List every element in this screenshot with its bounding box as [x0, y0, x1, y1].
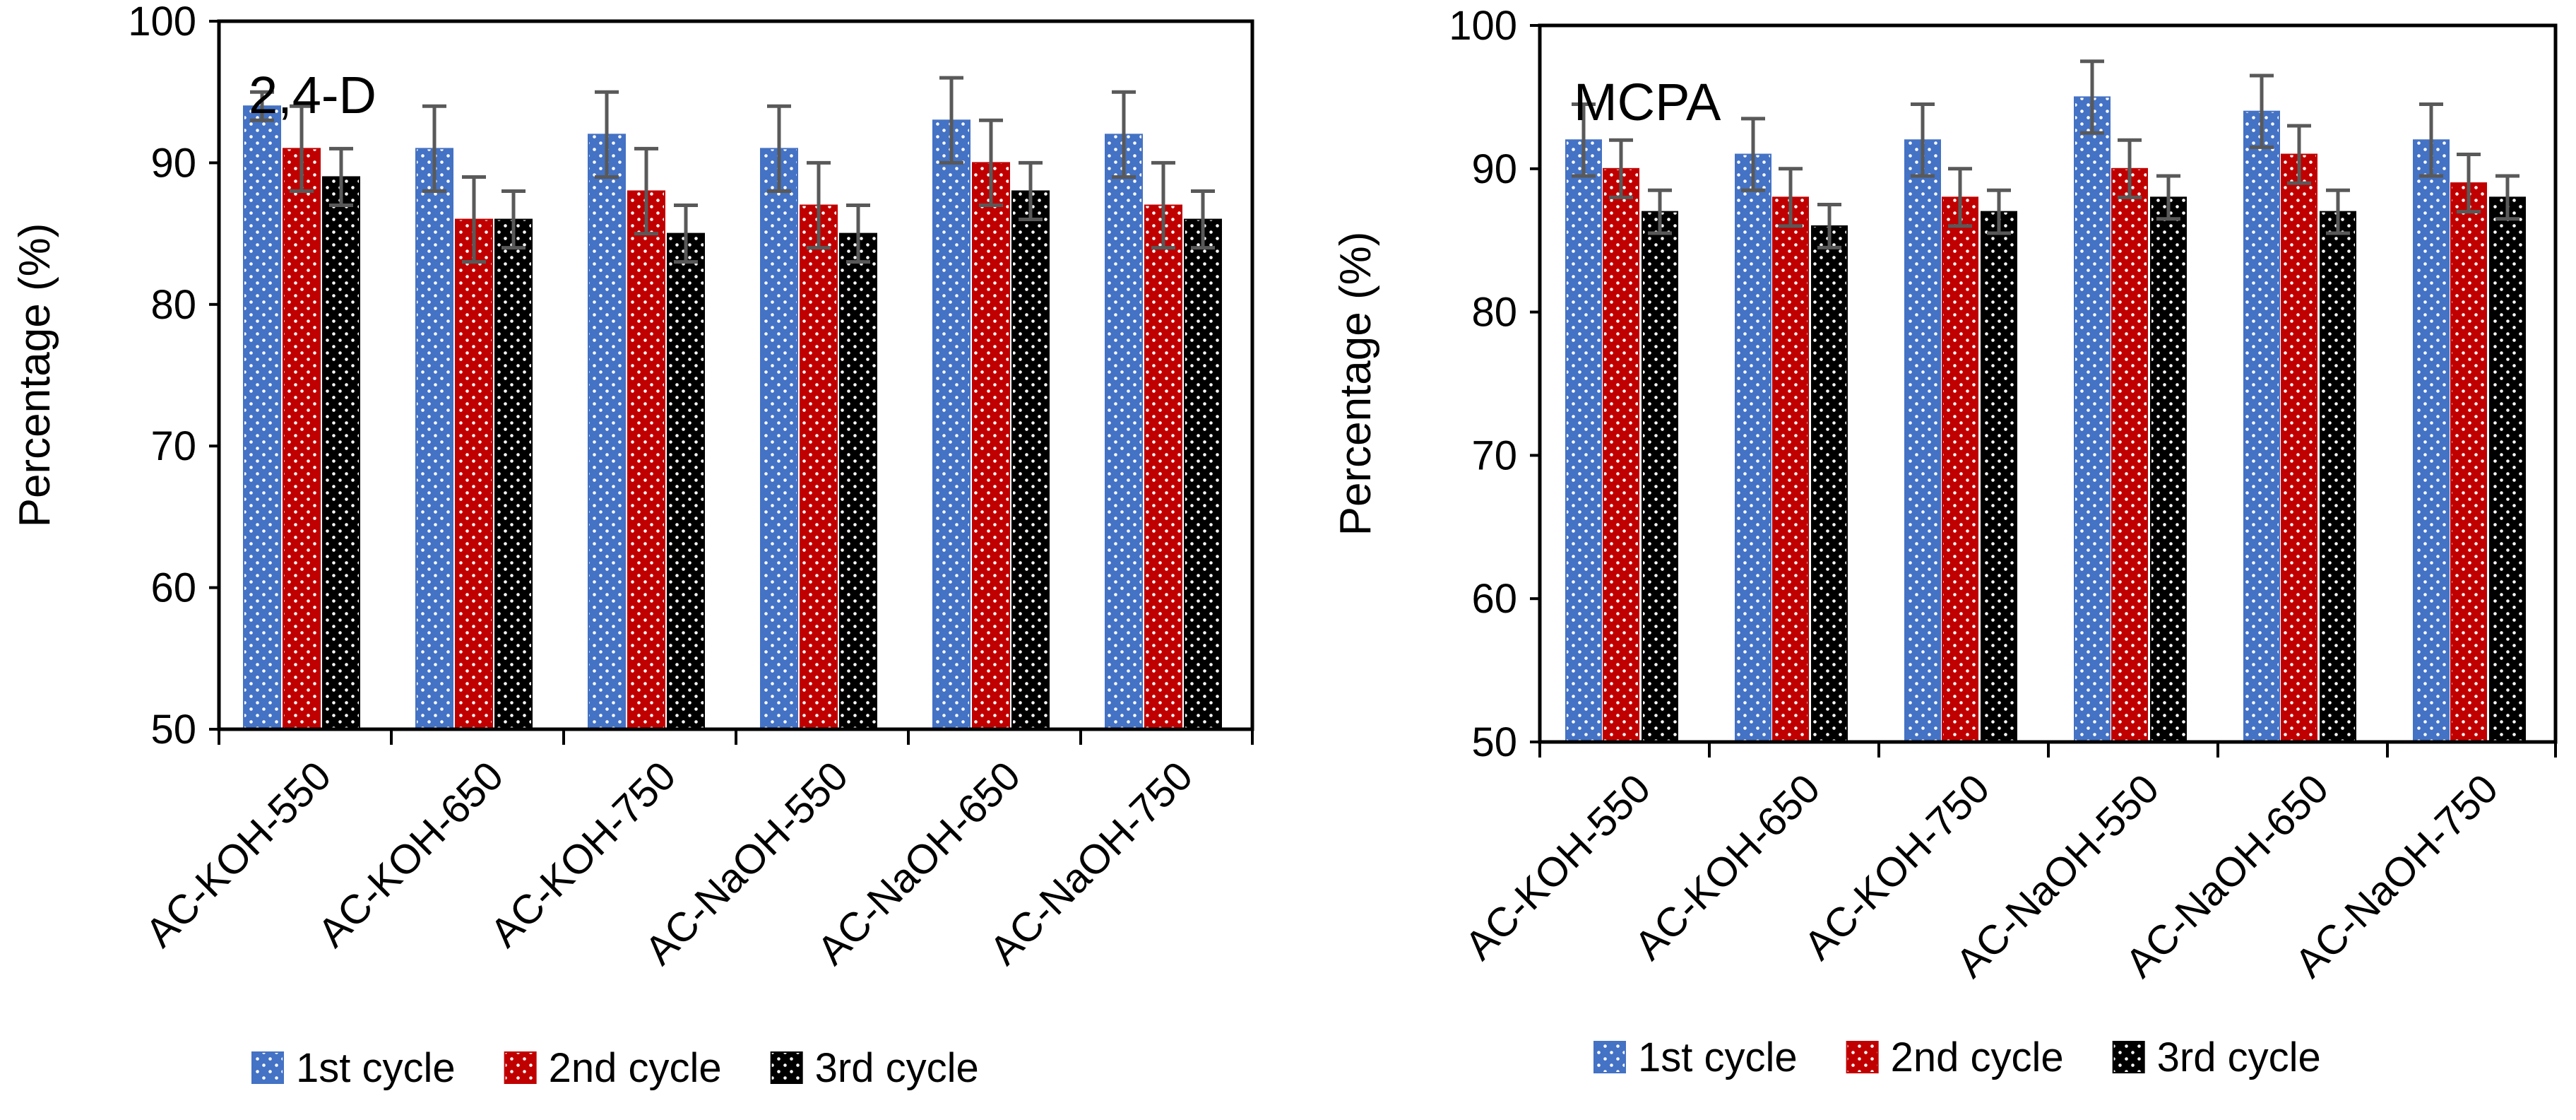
- legend-label: 2nd cycle: [549, 1045, 722, 1091]
- bar-1st-cycle-AC-KOH-550: [1565, 139, 1602, 743]
- bar-1st-cycle-AC-KOH-750: [588, 134, 626, 730]
- y-tick-label: 50: [150, 707, 196, 753]
- bar-2nd-cycle-AC-NaOH-750: [1144, 204, 1182, 730]
- y-tick-label: 100: [1449, 3, 1517, 49]
- bar-3rd-cycle-AC-KOH-550: [1642, 211, 1678, 743]
- y-axis-label: Percentage (%): [11, 223, 59, 528]
- bar-1st-cycle-AC-KOH-650: [415, 148, 453, 731]
- bar-3rd-cycle-AC-KOH-750: [667, 232, 705, 731]
- bar-3rd-cycle-AC-KOH-650: [494, 218, 533, 730]
- y-tick-label: 70: [1471, 432, 1517, 478]
- bar-1st-cycle-AC-NaOH-650: [932, 119, 971, 730]
- y-tick-label: 90: [1471, 146, 1517, 192]
- legend-label: 1st cycle: [296, 1045, 456, 1091]
- bar-1st-cycle-AC-KOH-750: [1904, 139, 1941, 743]
- bar-3rd-cycle-AC-NaOH-650: [2320, 211, 2356, 743]
- bar-2nd-cycle-AC-NaOH-650: [2281, 153, 2317, 743]
- bar-2nd-cycle-AC-NaOH-750: [2450, 182, 2487, 743]
- bar-2nd-cycle-AC-KOH-650: [455, 218, 493, 730]
- x-tick-label-AC-KOH-550: AC-KOH-550: [137, 753, 340, 956]
- y-tick-label: 100: [128, 0, 196, 45]
- legend: 1st cycle 2nd cycle 3rd cycle: [251, 1045, 979, 1091]
- legend-swatch: [1593, 1041, 1626, 1073]
- legend-swatch: [251, 1051, 284, 1084]
- bar-3rd-cycle-AC-NaOH-650: [1011, 190, 1050, 731]
- legend: 1st cycle 2nd cycle 3rd cycle: [1593, 1034, 2321, 1080]
- bar-3rd-cycle-AC-NaOH-550: [839, 232, 877, 731]
- bar-1st-cycle-AC-NaOH-650: [2243, 110, 2280, 743]
- bar-2nd-cycle-AC-KOH-750: [1942, 196, 1978, 743]
- bar-3rd-cycle-AC-KOH-750: [1981, 211, 2017, 743]
- chart-title: 2,4-D: [249, 66, 376, 124]
- chart-title: MCPA: [1574, 73, 1721, 131]
- plot-frame: [217, 19, 1254, 731]
- chart-2: 5060708090100AC-KOH-550AC-KOH-650AC-KOH-…: [1331, 3, 2558, 1080]
- chart-1: 5060708090100AC-KOH-550AC-KOH-650AC-KOH-…: [11, 0, 1254, 1091]
- y-axis-label: Percentage (%): [1331, 232, 1380, 536]
- x-tick-label-AC-KOH-650: AC-KOH-650: [309, 753, 513, 956]
- y-tick-label: 70: [150, 423, 196, 469]
- legend-swatch: [2112, 1041, 2145, 1073]
- bar-1st-cycle-AC-NaOH-550: [2074, 96, 2111, 743]
- bar-3rd-cycle-AC-NaOH-750: [2489, 196, 2526, 743]
- legend-label: 3rd cycle: [2157, 1034, 2321, 1080]
- bar-1st-cycle-AC-NaOH-750: [2413, 139, 2450, 743]
- bar-3rd-cycle-AC-NaOH-550: [2150, 196, 2187, 743]
- bar-3rd-cycle-AC-KOH-550: [322, 176, 360, 730]
- bar-2nd-cycle-AC-KOH-750: [627, 190, 665, 731]
- y-tick-label: 80: [1471, 290, 1517, 336]
- bar-2nd-cycle-AC-KOH-550: [283, 148, 321, 731]
- y-tick-label: 80: [150, 282, 196, 328]
- bar-2nd-cycle-AC-KOH-650: [1772, 196, 1809, 743]
- y-tick-label: 60: [150, 565, 196, 611]
- legend-swatch: [1846, 1041, 1879, 1073]
- legend-swatch: [770, 1051, 803, 1084]
- plot-frame: [1538, 23, 2558, 744]
- bar-2nd-cycle-AC-NaOH-650: [972, 162, 1010, 730]
- y-tick-label: 60: [1471, 576, 1517, 622]
- bar-3rd-cycle-AC-NaOH-750: [1184, 218, 1222, 730]
- legend-label: 3rd cycle: [815, 1045, 979, 1091]
- bar-2nd-cycle-AC-KOH-550: [1603, 167, 1639, 743]
- legend-label: 2nd cycle: [1891, 1034, 2064, 1080]
- bar-1st-cycle-AC-NaOH-750: [1105, 134, 1143, 730]
- y-tick-label: 90: [150, 140, 196, 186]
- bar-1st-cycle-AC-KOH-550: [243, 105, 281, 731]
- bar-1st-cycle-AC-KOH-650: [1735, 153, 1771, 743]
- legend-swatch: [504, 1051, 537, 1084]
- legend-label: 1st cycle: [1638, 1034, 1798, 1080]
- bar-1st-cycle-AC-NaOH-550: [760, 148, 798, 731]
- bar-2nd-cycle-AC-NaOH-550: [2111, 167, 2148, 743]
- bar-3rd-cycle-AC-KOH-650: [1811, 225, 1848, 743]
- bar-2nd-cycle-AC-NaOH-550: [800, 204, 838, 730]
- y-tick-label: 50: [1471, 719, 1517, 765]
